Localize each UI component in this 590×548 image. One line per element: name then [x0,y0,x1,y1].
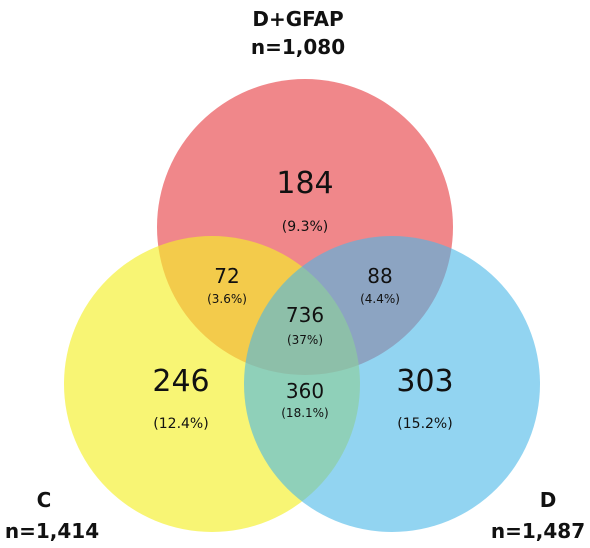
region-dgfap-c-count: 72 [214,264,239,288]
region-c-d-pct: (18.1%) [281,406,328,420]
circle-d [244,236,540,532]
region-dgfap-only-count: 184 [276,166,333,201]
set-label-d: D [540,488,557,512]
region-dgfap-only-pct: (9.3%) [282,219,329,235]
region-c-d-count: 360 [286,379,324,403]
region-all-count: 736 [286,303,324,327]
region-dgfap-d-count: 88 [367,264,392,288]
set-count-c: n=1,414 [5,519,99,543]
region-dgfap-d-pct: (4.4%) [360,292,400,306]
set-label-dgfap: D+GFAP [252,7,343,31]
region-d-only-pct: (15.2%) [397,416,452,432]
region-c-only-pct: (12.4%) [153,416,208,432]
set-count-dgfap: n=1,080 [251,35,345,59]
set-label-c: C [37,488,52,512]
region-c-only-count: 246 [152,364,209,399]
region-dgfap-c-pct: (3.6%) [207,292,247,306]
set-count-d: n=1,487 [491,519,585,543]
region-all-pct: (37%) [287,333,323,347]
region-d-only-count: 303 [396,364,453,399]
